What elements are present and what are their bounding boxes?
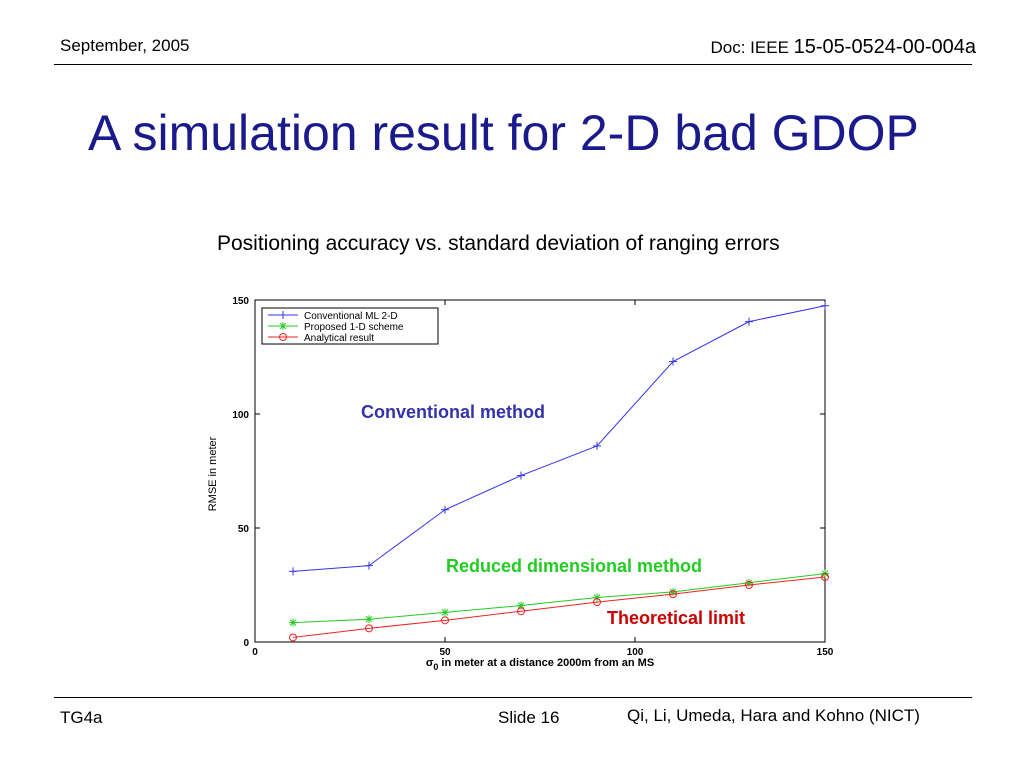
header-date: September, 2005 xyxy=(60,36,190,55)
x-axis-label-sigma: σ xyxy=(426,657,434,669)
data-point xyxy=(289,567,297,576)
axis-ticks: 0 50 100 150 0 50 100 150 xyxy=(232,296,833,658)
legend-swatch-marker xyxy=(279,311,287,319)
y-tick-label: 50 xyxy=(238,524,250,535)
legend-item-conventional-ml-2-d: Conventional ML 2-D xyxy=(268,311,398,322)
y-tick-label: 150 xyxy=(232,296,249,307)
x-axis-label: σ0 in meter at a distance 2000m from an … xyxy=(426,657,654,672)
legend-label: Conventional ML 2-D xyxy=(304,311,398,322)
data-point xyxy=(517,471,525,480)
footer-group-label: TG4a xyxy=(60,708,103,727)
y-tick-label: 0 xyxy=(243,638,249,649)
header-doc-id: Doc: IEEE 15-05-0524-00-004a xyxy=(710,36,976,59)
data-point xyxy=(669,590,677,599)
data-point xyxy=(517,607,525,616)
doc-number: 15-05-0524-00-004a xyxy=(793,36,976,58)
series-analytical-result xyxy=(289,573,829,642)
annotation-conventional-method: Conventional method xyxy=(361,402,545,422)
data-point xyxy=(365,615,373,624)
legend-swatch-marker xyxy=(279,322,287,330)
slide-subtitle: Positioning accuracy vs. standard deviat… xyxy=(217,232,780,255)
plot-frame xyxy=(254,299,826,643)
x-axis-label-text: in meter at a distance 2000m from an MS xyxy=(438,657,654,669)
series-line xyxy=(292,573,826,624)
annotation-reduced-dimensional-method: Reduced dimensional method xyxy=(446,556,702,576)
series-line xyxy=(292,305,826,572)
legend-label: Analytical result xyxy=(304,333,374,344)
data-point xyxy=(745,317,753,326)
data-point xyxy=(365,561,373,570)
slide-title: A simulation result for 2-D bad GDOP xyxy=(88,105,919,161)
x-tick-label: 100 xyxy=(627,647,644,658)
header-divider xyxy=(54,64,972,65)
doc-prefix: Doc: IEEE xyxy=(710,38,794,57)
footer-authors: Qi, Li, Umeda, Hara and Kohno (NICT) xyxy=(627,706,920,725)
legend-label: Proposed 1-D scheme xyxy=(304,322,404,333)
data-point xyxy=(441,505,449,514)
data-point xyxy=(441,608,449,617)
x-tick-label: 50 xyxy=(439,647,451,658)
legend-item-proposed-1-d-scheme: Proposed 1-D scheme xyxy=(268,322,404,333)
data-point xyxy=(669,357,677,366)
data-point xyxy=(593,598,601,607)
legend-box xyxy=(261,307,439,345)
data-point xyxy=(745,581,753,589)
y-tick-label: 100 xyxy=(232,410,249,421)
footer-slide-number: Slide 16 xyxy=(498,708,560,727)
series-layer xyxy=(289,301,829,642)
data-point xyxy=(441,616,449,625)
data-point xyxy=(365,624,373,633)
x-tick-label: 0 xyxy=(252,647,258,658)
x-axis-label-subscript: 0 xyxy=(433,662,438,672)
legend-item-analytical-result: Analytical result xyxy=(268,333,374,344)
legend-swatch-marker xyxy=(279,333,287,341)
series-conventional-ml-2-d xyxy=(289,301,829,576)
data-point xyxy=(821,573,829,582)
data-point xyxy=(289,618,297,627)
x-tick-label: 150 xyxy=(817,647,834,658)
footer-divider xyxy=(54,697,972,698)
y-axis-label: RMSE in meter xyxy=(207,436,219,511)
data-point xyxy=(593,441,601,450)
series-line xyxy=(292,576,826,638)
data-point xyxy=(289,633,297,642)
data-point xyxy=(821,301,829,310)
annotation-theoretical-limit: Theoretical limit xyxy=(607,608,745,628)
data-point xyxy=(517,601,525,610)
